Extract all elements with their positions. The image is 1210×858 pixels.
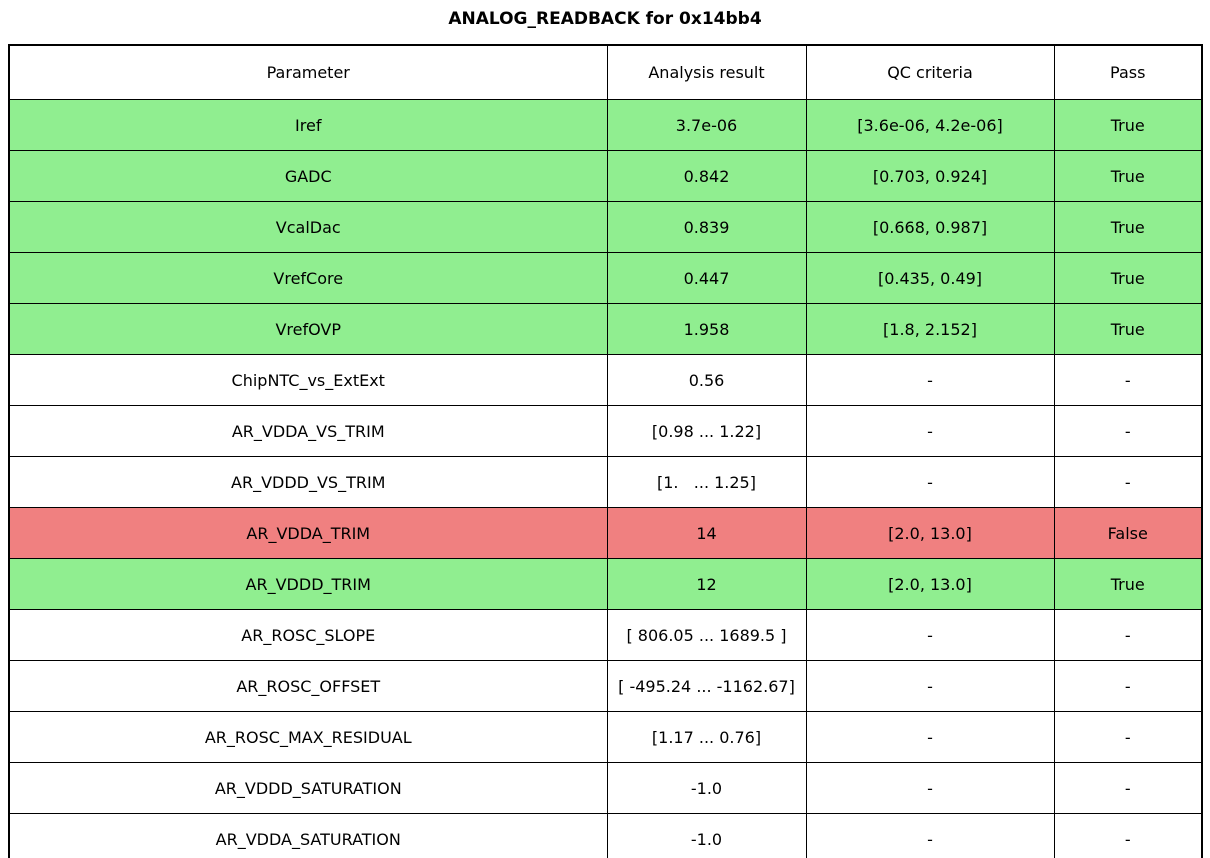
analysis-result-cell: [0.98 ... 1.22] (651, 421, 762, 441)
pass-cell: True (1110, 115, 1145, 135)
table-row: AR_VDDD_SATURATION -1.0 - - (8, 762, 1203, 814)
analysis-result-cell: 0.842 (683, 166, 730, 186)
header-row: Parameter Analysis result QC criteria Pa… (8, 44, 1203, 100)
parameter-cell: VrefOVP (275, 319, 342, 339)
analysis-result-cell: 3.7e-06 (675, 115, 738, 135)
parameter-cell: Iref (295, 115, 322, 135)
qc-criteria-cell: - (927, 370, 933, 390)
parameter-cell: AR_VDDA_VS_TRIM (231, 421, 385, 441)
qc-criteria-cell: - (927, 472, 933, 492)
parameter-cell: ChipNTC_vs_ExtExt (231, 370, 385, 390)
table-row: VcalDac 0.839 [0.668, 0.987] True (8, 201, 1203, 253)
pass-cell: - (1124, 829, 1131, 849)
table-row: AR_ROSC_OFFSET [ -495.24 ... -1162.67] -… (8, 660, 1203, 712)
table-row: AR_VDDA_VS_TRIM [0.98 ... 1.22] - - (8, 405, 1203, 457)
parameter-cell: VcalDac (275, 217, 341, 237)
qc-criteria-cell: - (927, 778, 933, 798)
pass-cell: - (1124, 472, 1131, 492)
analysis-result-cell: 0.839 (683, 217, 730, 237)
parameter-cell: AR_VDDD_VS_TRIM (231, 472, 386, 492)
table-row: AR_ROSC_SLOPE [ 806.05 ... 1689.5 ] - - (8, 609, 1203, 661)
analysis-result-cell: [1. ... 1.25] (657, 472, 756, 492)
analysis-result-cell: [ -495.24 ... -1162.67] (618, 676, 795, 696)
qc-criteria-cell: - (927, 625, 933, 645)
parameter-cell: AR_VDDA_TRIM (246, 523, 371, 543)
analysis-result-cell: -1.0 (690, 829, 723, 849)
parameter-cell: AR_ROSC_MAX_RESIDUAL (204, 727, 412, 747)
pass-cell: - (1124, 778, 1131, 798)
parameter-cell: AR_VDDD_TRIM (245, 574, 371, 594)
table-row: VrefCore 0.447 [0.435, 0.49] True (8, 252, 1203, 304)
pass-cell: False (1107, 523, 1148, 543)
qc-criteria-cell: - (927, 727, 933, 747)
parameter-cell: AR_VDDD_SATURATION (214, 778, 402, 798)
table-body: Iref 3.7e-06 [3.6e-06, 4.2e-06] True (8, 99, 1203, 858)
pass-cell: - (1124, 676, 1131, 696)
table-row: AR_VDDD_VS_TRIM [1. ... 1.25] - - (8, 456, 1203, 508)
analysis-result-cell: 12 (696, 574, 717, 594)
table-header: Parameter Analysis result QC criteria Pa… (8, 44, 1203, 100)
table-row: AR_VDDA_SATURATION -1.0 - - (8, 813, 1203, 858)
col-header-analysis-result: Analysis result (648, 63, 765, 82)
qc-criteria-cell: [0.668, 0.987] (872, 217, 988, 237)
pass-cell: True (1110, 319, 1145, 339)
qc-criteria-cell: [0.435, 0.49] (877, 268, 983, 288)
analysis-result-cell: 0.447 (683, 268, 730, 288)
qc-criteria-cell: [3.6e-06, 4.2e-06] (857, 115, 1003, 135)
parameter-cell: AR_ROSC_OFFSET (236, 676, 381, 696)
pass-cell: True (1110, 166, 1145, 186)
qc-criteria-cell: [2.0, 13.0] (888, 523, 972, 543)
qc-criteria-cell: - (927, 421, 933, 441)
analysis-result-cell: 1.958 (683, 319, 730, 339)
pass-cell: True (1110, 217, 1145, 237)
table-row: VrefOVP 1.958 [1.8, 2.152] True (8, 303, 1203, 355)
pass-cell: - (1124, 727, 1131, 747)
pass-cell: True (1110, 268, 1145, 288)
qc-criteria-cell: - (927, 676, 933, 696)
table-row: AR_VDDD_TRIM 12 [2.0, 13.0] True (8, 558, 1203, 610)
parameter-cell: AR_VDDA_SATURATION (215, 829, 401, 849)
analysis-result-cell: 0.56 (688, 370, 725, 390)
analysis-result-cell: -1.0 (690, 778, 723, 798)
qc-criteria-cell: - (927, 829, 933, 849)
page-title: ANALOG_READBACK for 0x14bb4 (448, 9, 762, 29)
analysis-result-cell: [ 806.05 ... 1689.5 ] (626, 625, 787, 645)
table-row: ChipNTC_vs_ExtExt 0.56 - - (8, 354, 1203, 406)
pass-cell: True (1110, 574, 1145, 594)
parameter-cell: AR_ROSC_SLOPE (241, 625, 376, 645)
col-header-qc-criteria: QC criteria (887, 63, 973, 82)
table-row: GADC 0.842 [0.703, 0.924] True (8, 150, 1203, 202)
qc-criteria-cell: [0.703, 0.924] (872, 166, 988, 186)
table-row: Iref 3.7e-06 [3.6e-06, 4.2e-06] True (8, 99, 1203, 151)
analysis-result-cell: [1.17 ... 0.76] (651, 727, 762, 747)
pass-cell: - (1124, 625, 1131, 645)
parameter-cell: VrefCore (273, 268, 344, 288)
readback-table: Parameter Analysis result QC criteria Pa… (8, 44, 1203, 858)
qc-criteria-cell: [1.8, 2.152] (883, 319, 977, 339)
pass-cell: - (1124, 421, 1131, 441)
parameter-cell: GADC (284, 166, 332, 186)
qc-criteria-cell: [2.0, 13.0] (888, 574, 972, 594)
pass-cell: - (1124, 370, 1131, 390)
table-row: AR_VDDA_TRIM 14 [2.0, 13.0] False (8, 507, 1203, 559)
table-row: AR_ROSC_MAX_RESIDUAL [1.17 ... 0.76] - - (8, 711, 1203, 763)
col-header-parameter: Parameter (266, 63, 350, 82)
col-header-pass: Pass (1110, 63, 1146, 82)
analysis-result-cell: 14 (696, 523, 717, 543)
